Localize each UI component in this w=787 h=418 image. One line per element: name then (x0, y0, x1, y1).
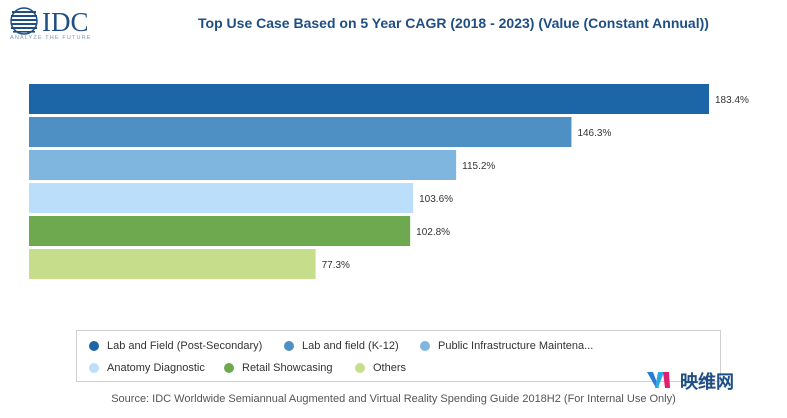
watermark-text: 映维网 (680, 372, 734, 393)
legend-swatch (89, 341, 99, 351)
legend-label: Anatomy Diagnostic (107, 362, 205, 374)
bar-value-label: 115.2% (462, 161, 495, 172)
legend-label: Lab and Field (Post-Secondary) (107, 340, 263, 352)
logo-text: IDC (42, 7, 89, 36)
legend-label: Public Infrastructure Maintena... (438, 340, 594, 352)
legend-swatch (355, 363, 365, 373)
legend-swatch (89, 363, 99, 373)
bar-chart: 183.4% 146.3% 115.2% 103.6% 102.8% 77.3% (29, 84, 749, 279)
bar (29, 84, 709, 114)
legend-swatch (224, 363, 234, 373)
legend-label: Lab and field (K-12) (302, 340, 399, 352)
watermark-logo-icon (647, 372, 670, 388)
legend-label: Others (373, 362, 407, 374)
bar (29, 117, 572, 147)
chart-title: Top Use Case Based on 5 Year CAGR (2018 … (198, 15, 709, 31)
bar-value-label: 77.3% (322, 260, 350, 271)
legend-swatch (420, 341, 430, 351)
legend-item: Lab and Field (Post-Secondary) (89, 340, 262, 352)
legend-label: Retail Showcasing (242, 362, 333, 374)
legend-item: Anatomy Diagnostic (89, 362, 205, 374)
logo-tagline: ANALYZE THE FUTURE (10, 35, 92, 41)
bar-value-label: 146.3% (577, 128, 611, 139)
idc-globe-icon (10, 7, 38, 35)
bar-value-label: 102.8% (416, 227, 450, 238)
legend-item: Public Infrastructure Maintena... (420, 340, 593, 352)
bar (29, 216, 411, 246)
idc-logo: IDC (10, 6, 120, 48)
legend-item: Others (355, 362, 406, 374)
bar (29, 150, 457, 180)
source-note: Source: IDC Worldwide Semiannual Augment… (111, 393, 676, 405)
bar-value-label: 103.6% (419, 194, 453, 205)
bar (29, 183, 414, 213)
legend-item: Lab and field (K-12) (284, 340, 399, 352)
bar (29, 249, 316, 279)
bar-value-label: 183.4% (715, 95, 749, 106)
legend-swatch (284, 341, 294, 351)
watermark: 映维网 (646, 368, 766, 394)
chart-legend: Lab and Field (Post-Secondary) Lab and fi… (76, 330, 721, 382)
legend-item: Retail Showcasing (224, 362, 333, 374)
